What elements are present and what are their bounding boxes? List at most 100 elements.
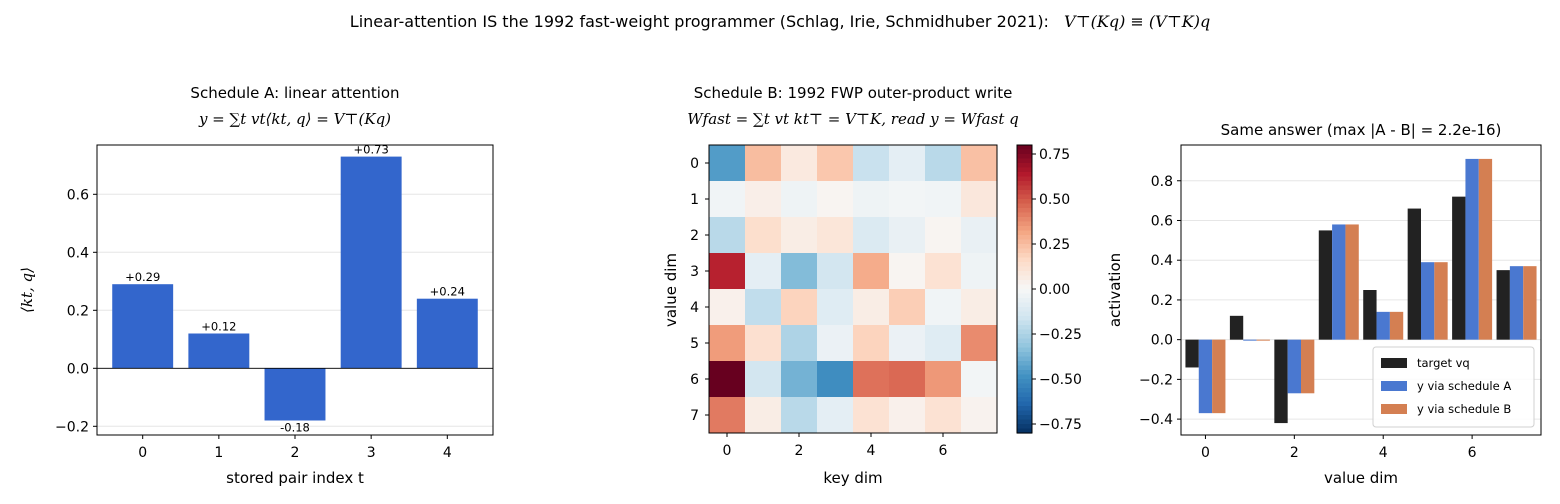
colorbar-segment [1017,248,1032,254]
colorbar-segment [1017,311,1032,317]
colorbar-segment [1017,158,1032,164]
heatmap-cell-3-2 [781,253,818,290]
colorbar-segment [1017,428,1032,434]
colorbar-segment [1017,329,1032,335]
bar-series2-1 [1256,339,1270,341]
y-tick-label: 0.0 [1151,333,1173,349]
colorbar-segment [1017,302,1032,308]
heatmap-cell-4-5 [889,289,926,326]
heatmap-cell-7-6 [925,397,962,434]
legend-label-1: y via schedule A [1417,379,1511,393]
colorbar-segment [1017,388,1032,394]
heatmap-cell-4-4 [853,289,890,326]
x-tick-label: 0 [723,443,732,459]
bar-series2-2 [1301,339,1315,394]
panel-b-ylabel: value dim [662,253,680,327]
heatmap-cell-0-6 [925,145,962,182]
x-tick-label: 3 [367,445,376,461]
y-tick-label: 0 [690,156,699,172]
heatmap-cell-2-0 [709,217,746,254]
colorbar-tick-label: 0.75 [1039,147,1070,163]
x-tick-label: 0 [138,445,147,461]
heatmap-cell-7-1 [745,397,782,434]
y-tick-label: 5 [690,336,699,352]
panel-same-answer: Same answer (max |A - B| = 2.2e-16) −0.4… [1106,121,1542,487]
colorbar-tick-label: 0.50 [1039,192,1070,208]
colorbar-segment [1017,208,1032,214]
colorbar-segment [1017,320,1032,326]
colorbar-segment [1017,194,1032,200]
bar-series1-5 [1421,262,1435,340]
legend-swatch-1 [1381,381,1407,391]
heatmap-cell-2-1 [745,217,782,254]
heatmap-cell-4-6 [925,289,962,326]
colorbar-segment [1017,176,1032,182]
colorbar-tick-label: 0.00 [1039,282,1070,298]
heatmap-cell-3-7 [961,253,998,290]
colorbar-segment [1017,253,1032,259]
heatmap-cell-1-5 [889,181,926,218]
colorbar-tick-label: −0.75 [1039,417,1082,433]
legend-label-2: y via schedule B [1417,402,1511,416]
heatmap-cell-5-7 [961,325,998,362]
y-tick-label: 0.2 [67,303,89,319]
bar-series0-3 [1318,230,1333,340]
heatmap-cell-7-0 [709,397,746,434]
colorbar-segment [1017,230,1032,236]
panel-c-xlabel: value dim [1324,469,1398,487]
panel-c-plot-area: −0.4 −0.2 0.0 0.2 0.4 0.6 0.8 0 2 4 6 [1139,144,1542,461]
x-tick-label: 4 [1379,445,1388,461]
panel-a-title: Schedule A: linear attention [190,84,399,102]
x-tick-label: 6 [1468,445,1477,461]
colorbar-segment [1017,374,1032,380]
y-tick-label: 0.6 [1151,213,1173,229]
bar-1 [188,333,250,369]
legend-swatch-0 [1381,358,1407,368]
y-tick-label: −0.2 [55,419,89,435]
colorbar-tick-label: −0.50 [1039,372,1082,388]
bar-series1-3 [1332,224,1346,340]
panel-b-colorbar: 0.75 0.50 0.25 0.00 −0.25 −0.50 −0.75 [1016,144,1082,434]
panel-a-ylabel: ⟨kt, q⟩ [18,267,36,313]
heatmap-cell-4-7 [961,289,998,326]
colorbar-segment [1017,280,1032,286]
colorbar-segment [1017,271,1032,277]
heatmap-cell-2-6 [925,217,962,254]
heatmap-cell-7-7 [961,397,998,434]
bar-series0-0 [1185,339,1199,368]
bar-label-4: +0.24 [430,285,465,299]
heatmap-cell-5-6 [925,325,962,362]
panel-b-heatmap: 0 2 4 6 0 1 2 3 4 5 6 7 [690,144,998,459]
colorbar-segment [1017,212,1032,218]
bar-series0-7 [1496,270,1510,340]
colorbar-segment [1017,149,1032,155]
bar-series2-6 [1478,158,1493,340]
heatmap-cell-6-7 [961,361,998,398]
legend-swatch-2 [1381,404,1407,414]
heatmap-cell-7-5 [889,397,926,434]
bar-series2-4 [1389,311,1404,340]
colorbar-segment [1017,383,1032,389]
figure-title-formula: V⊤(Kq) ≡ (V⊤K)q [1064,12,1210,31]
heatmap-cell-3-4 [853,253,890,290]
colorbar-segment [1017,307,1032,313]
colorbar-segment [1017,361,1032,367]
colorbar-tick-label: 0.25 [1039,237,1070,253]
heatmap-cell-4-3 [817,289,854,326]
colorbar-segment [1017,370,1032,376]
y-tick-label: 0.2 [1151,293,1173,309]
bar-series1-1 [1243,339,1257,341]
panel-a-xlabel: stored pair index t [226,469,364,487]
colorbar-segment [1017,257,1032,263]
heatmap-cell-2-5 [889,217,926,254]
bar-series1-2 [1287,339,1301,394]
bar-0 [112,284,174,369]
panel-c-title: Same answer (max |A - B| = 2.2e-16) [1221,121,1502,139]
heatmap-cell-2-7 [961,217,998,254]
y-tick-label: 2 [690,228,699,244]
colorbar-segment [1017,167,1032,173]
heatmap-cell-3-0 [709,253,746,290]
heatmap-cell-0-2 [781,145,818,182]
colorbar-segment [1017,199,1032,205]
heatmap-cell-4-1 [745,289,782,326]
